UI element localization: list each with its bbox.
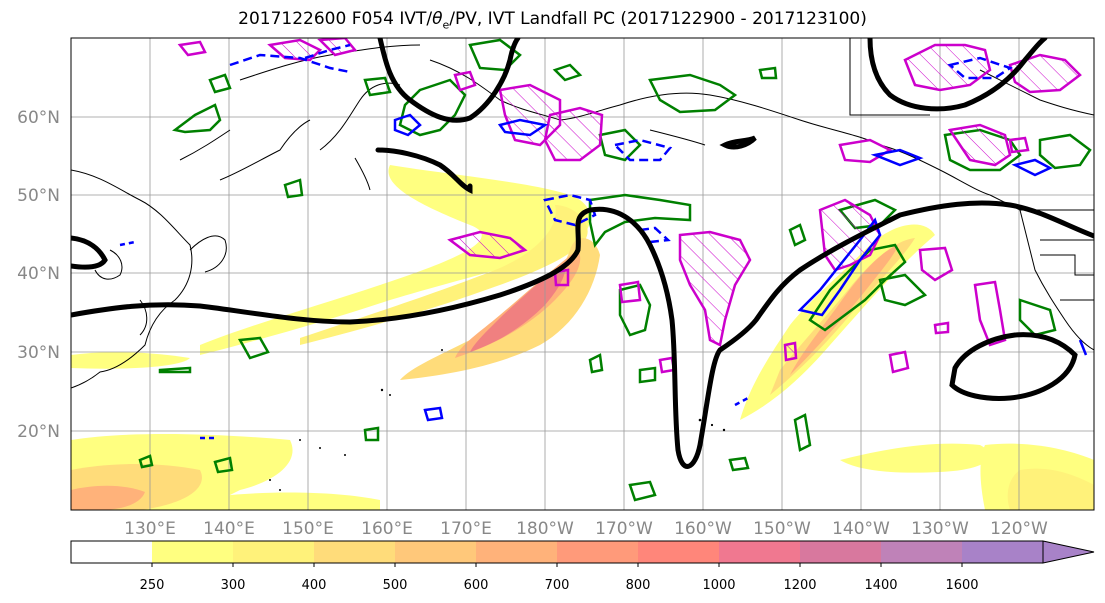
colorbar-segment (962, 541, 1044, 563)
lon-label-160e: 160°E (361, 519, 413, 539)
colorbar-label: 1600 (945, 578, 978, 593)
lon-label-170e: 170°E (440, 519, 492, 539)
colorbar-segment (638, 541, 720, 563)
title-theta-subscript: e (442, 18, 450, 32)
colorbar-segment (719, 541, 801, 563)
lon-label-130e: 130°E (124, 519, 176, 539)
pacific-islands (269, 349, 726, 491)
lat-label-30: 30°N (17, 343, 60, 363)
lon-label-150e: 150°E (282, 519, 334, 539)
lon-label-180w: 180°W (516, 519, 574, 539)
map-panel (71, 38, 1094, 510)
lon-label-160w: 160°W (674, 519, 732, 539)
lat-label-60: 60°N (17, 108, 60, 128)
lon-label-140w: 140°W (832, 519, 890, 539)
colorbar-segment (557, 541, 639, 563)
colorbar-segment (881, 541, 963, 563)
colorbar-segment (152, 541, 234, 563)
colorbar-segment (233, 541, 315, 563)
colorbar-label: 1200 (783, 578, 816, 593)
title-suffix: /PV, IVT Landfall PC (2017122900 - 20171… (449, 9, 867, 29)
colorbar-segment (800, 541, 882, 563)
colorbar (70, 540, 1095, 564)
colorbar-label: 1000 (702, 578, 735, 593)
colorbar-label: 400 (302, 578, 327, 593)
colorbar-segment (395, 541, 477, 563)
colorbar-segment (314, 541, 396, 563)
graticule (71, 38, 1094, 510)
lon-label-150w: 150°W (753, 519, 811, 539)
lon-label-140e: 140°E (203, 519, 255, 539)
colorbar-label: 800 (626, 578, 651, 593)
colorbar-label: 500 (383, 578, 408, 593)
colorbar-extend-arrow (1042, 540, 1095, 564)
lat-label-50: 50°N (17, 186, 60, 206)
map-frame (70, 37, 1095, 511)
colorbar-label: 1400 (864, 578, 897, 593)
colorbar-segment (476, 541, 558, 563)
longitude-labels: 130°E 140°E 150°E 160°E 170°E 180°W 170°… (124, 519, 1048, 539)
latitude-labels: 60°N 50°N 40°N 30°N 20°N (17, 108, 60, 442)
title-prefix: 2017122600 F054 IVT/ (238, 9, 433, 29)
lat-label-20: 20°N (17, 422, 60, 442)
lat-label-40: 40°N (17, 264, 60, 284)
lon-label-170w: 170°W (595, 519, 653, 539)
colorbar-label: 300 (221, 578, 246, 593)
colorbar-label: 250 (140, 578, 165, 593)
colorbar-segment (71, 541, 153, 563)
colorbar-label: 600 (464, 578, 489, 593)
lon-label-130w: 130°W (911, 519, 969, 539)
theta-e-contours (71, 38, 1094, 469)
colorbar-label: 700 (545, 578, 570, 593)
colorbar-labels: 250 300 400 500 600 700 800 1000 1200 1400 1600 (140, 563, 979, 593)
lon-label-120w: 120°W (990, 519, 1048, 539)
map-title: 2017122600 F054 IVT/θe/PV, IVT Landfall … (0, 9, 1105, 31)
title-theta: θ (432, 9, 443, 29)
